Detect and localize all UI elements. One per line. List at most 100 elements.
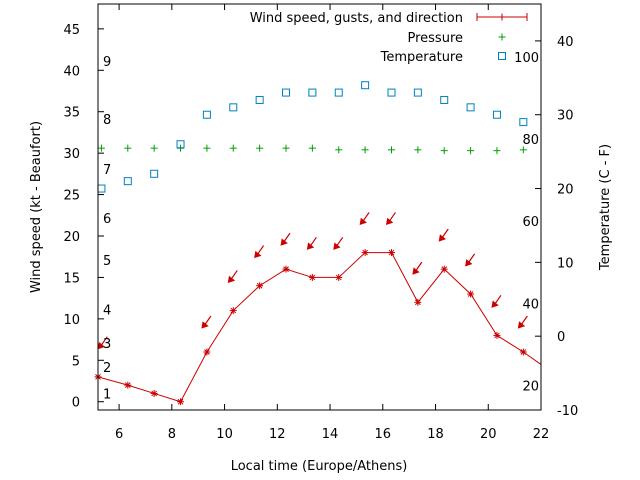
pressure-point (282, 144, 290, 152)
wind-point-d2 (230, 307, 237, 314)
arrow-head (385, 217, 394, 226)
y-right-axis-title: Temperature (C - F) (598, 144, 613, 271)
legend-point-temperature (498, 52, 506, 60)
wind-point-d2 (520, 349, 527, 355)
wind-speed-point (256, 282, 264, 290)
beaufort-label: 4 (103, 304, 111, 319)
temperature-point (229, 103, 238, 112)
temperature-point (123, 177, 132, 186)
wind-point-d2 (283, 266, 289, 272)
temperature-point (150, 169, 159, 178)
pressure-point (97, 144, 105, 152)
pressure-point (335, 146, 343, 154)
wind-speed-point (467, 290, 475, 298)
y-right-tick-label: 10 (557, 256, 574, 271)
wind-direction-arrow (201, 315, 212, 329)
temperature-point (97, 184, 106, 193)
x-tick-label: 20 (480, 427, 497, 442)
y-right-tick-label: 0 (557, 330, 565, 345)
legend-label-pressure: Pressure (407, 31, 463, 46)
wind-speed-point (229, 307, 237, 315)
arrow-head (306, 242, 315, 250)
y-right-tick-label: 30 (557, 109, 574, 124)
temperature-point (519, 118, 528, 127)
wind-point-d2 (441, 266, 448, 272)
wind-direction-arrow (517, 315, 528, 329)
temperature-point (202, 110, 211, 119)
wind-point-d2 (309, 274, 316, 281)
temperature-point (413, 88, 422, 97)
arrow-head (280, 238, 288, 246)
wind-speed-point (361, 249, 369, 257)
beaufort-label: 3 (103, 337, 111, 352)
arrow-head (438, 234, 447, 242)
wind-point-d2 (494, 332, 500, 339)
fahrenheit-label: 40 (522, 298, 539, 313)
wind-point-d2 (388, 249, 395, 256)
wind-point-d2 (362, 249, 368, 256)
arrow-head (227, 275, 236, 284)
y-right-tick-label: 20 (557, 183, 574, 198)
arrow-head (359, 217, 367, 226)
arrow-head (97, 341, 106, 350)
wind-speed-point (387, 249, 395, 257)
x-tick-label: 16 (375, 427, 392, 442)
wind-point-d2 (204, 349, 210, 355)
beaufort-label: 2 (103, 361, 111, 376)
wind-direction-arrow (280, 232, 291, 246)
pressure-point (124, 144, 132, 152)
temperature-point (308, 88, 317, 97)
temperature-point (334, 88, 343, 97)
wind-point-d2 (467, 291, 474, 297)
y-right-tick-label: -10 (557, 404, 578, 419)
wind-speed-point (414, 298, 422, 306)
beaufort-label: 5 (103, 254, 111, 269)
wind-direction-arrow (97, 336, 108, 350)
arrow-head (465, 259, 473, 267)
arrow-head (517, 321, 526, 329)
wind-speed-point (335, 273, 343, 281)
arrow-head (333, 242, 341, 250)
x-axis-title: Local time (Europe/Athens) (231, 459, 408, 474)
y-left-tick-label: 45 (63, 23, 80, 38)
wind-speed-point (440, 265, 448, 273)
wind-point-d2 (415, 299, 421, 306)
temperature-point (176, 140, 185, 149)
pressure-point (256, 144, 264, 152)
arrow-head (201, 321, 209, 329)
temperature-point (361, 81, 370, 90)
wind-speed-point (124, 381, 132, 389)
wind-speed-point (150, 389, 158, 397)
wind-direction-arrow (385, 212, 396, 226)
pressure-point (361, 146, 369, 154)
wind-direction-arrow (254, 245, 265, 259)
beaufort-label: 7 (103, 163, 111, 178)
y-left-tick-label: 40 (63, 64, 80, 79)
pressure-point (229, 144, 237, 152)
fahrenheit-label: 80 (522, 133, 539, 148)
wind-point-d2 (151, 390, 158, 397)
legend-label-wind: Wind speed, gusts, and direction (250, 11, 463, 26)
wind-direction-arrow (465, 253, 476, 267)
wind-direction-arrow (412, 261, 423, 275)
fahrenheit-label: 20 (522, 380, 539, 395)
pressure-point (387, 146, 395, 154)
x-tick-label: 10 (216, 427, 233, 442)
wind-speed-point (308, 273, 316, 281)
wind-point-d2 (256, 282, 263, 289)
pressure-point (493, 147, 501, 155)
y-left-tick-label: 20 (63, 230, 80, 245)
pressure-point (203, 144, 211, 152)
y-left-tick-label: 0 (72, 396, 80, 411)
y-left-tick-label: 5 (72, 354, 80, 369)
y-left-tick-label: 30 (63, 147, 80, 162)
y-left-tick-label: 10 (63, 313, 80, 328)
wind-direction-arrow (359, 212, 370, 226)
x-tick-label: 12 (269, 427, 286, 442)
wind-direction-arrow (227, 270, 238, 284)
wind-speed-point (203, 348, 211, 356)
wind-point-d2 (124, 382, 131, 388)
temperature-point (255, 95, 264, 104)
beaufort-label: 1 (103, 387, 111, 402)
wind-point-d2 (177, 398, 184, 405)
